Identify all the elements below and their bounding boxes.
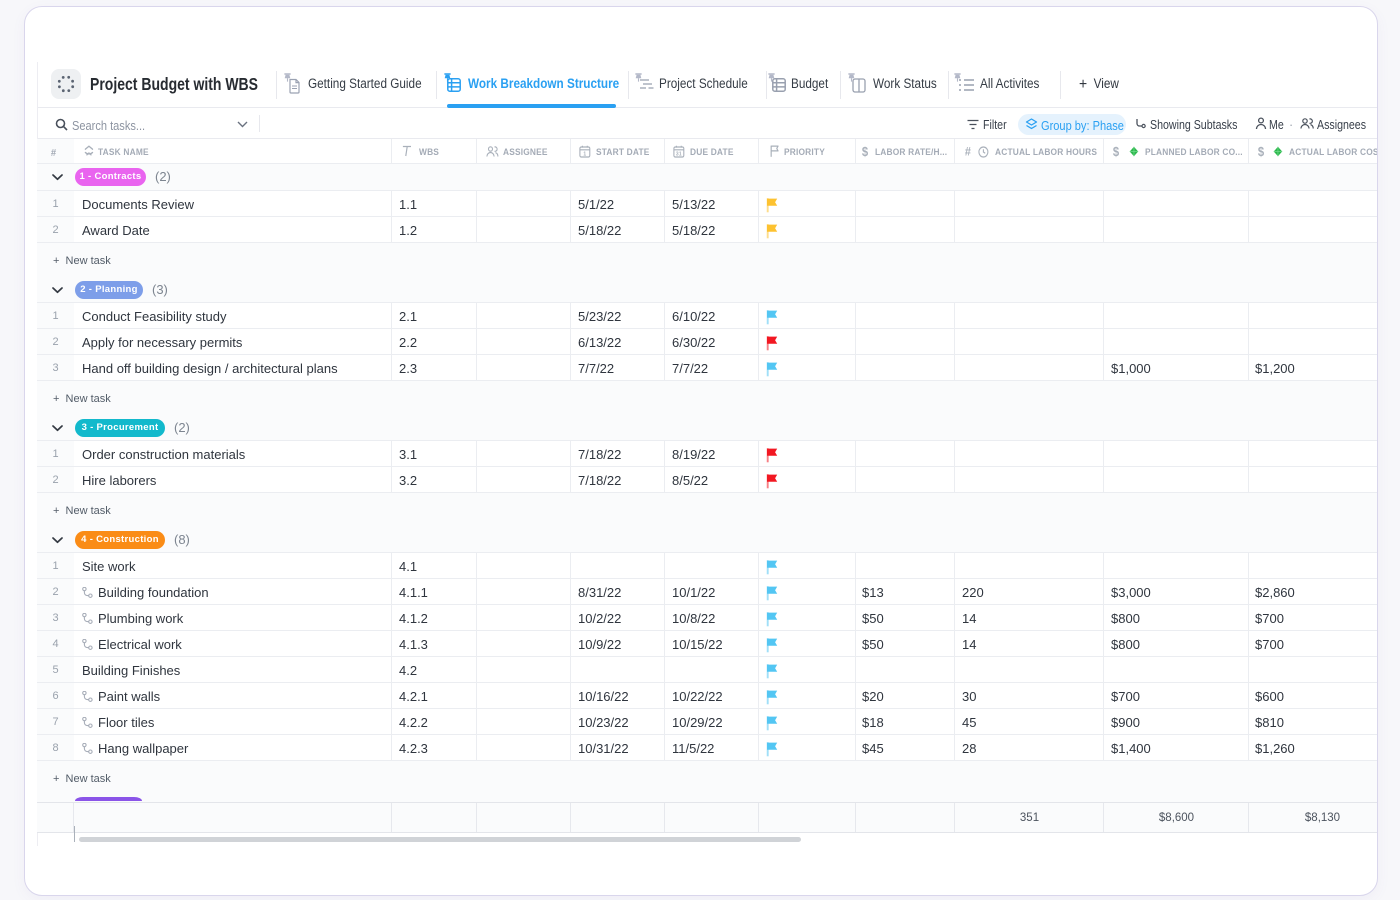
svg-text:#: # [965,146,972,157]
svg-text:$: $ [862,145,869,158]
svg-text:$: $ [1258,145,1265,158]
svg-text:$: $ [1113,145,1120,158]
svg-text:31: 31 [676,151,682,157]
svg-text:1: 1 [583,151,586,157]
